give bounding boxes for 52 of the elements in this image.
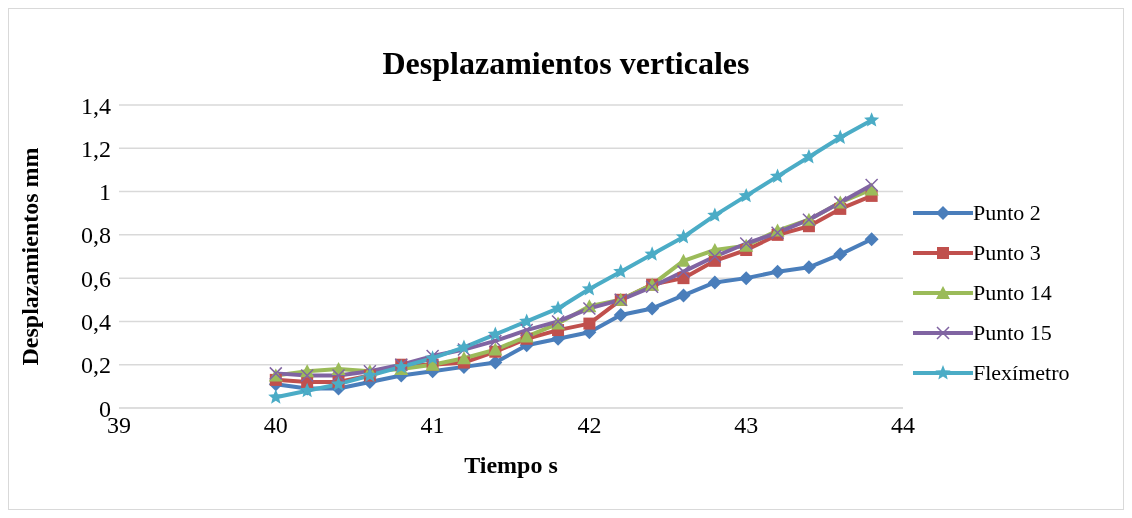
point [675, 229, 692, 244]
point [707, 207, 723, 222]
x-tick-label: 41 [420, 412, 445, 439]
point [738, 187, 754, 203]
point [487, 326, 503, 341]
x-axis-title: Tiempo s [464, 452, 558, 478]
x-tick-label: 43 [734, 412, 759, 439]
point [645, 301, 660, 316]
point [769, 168, 786, 183]
point [613, 263, 629, 279]
point [864, 178, 879, 192]
point [739, 271, 754, 286]
point [801, 260, 816, 275]
legend-label: Punto 2 [973, 200, 1041, 226]
point [864, 232, 879, 247]
y-tick-label: 0,8 [81, 222, 111, 249]
x-tick-label: 42 [577, 412, 602, 439]
point [832, 129, 848, 144]
y-tick-label: 0,4 [81, 308, 111, 335]
point [676, 264, 691, 279]
point [331, 368, 346, 383]
y-tick-label: 1,2 [81, 135, 111, 162]
point [707, 275, 722, 290]
legend-label: Punto 15 [973, 320, 1052, 346]
point [770, 264, 785, 279]
point [676, 253, 691, 267]
y-tick-label: 1 [99, 179, 111, 206]
point [550, 300, 566, 315]
chart-title: Desplazamientos verticales [381, 45, 751, 83]
y-tick-label: 0,6 [81, 265, 111, 292]
point [833, 247, 848, 262]
point [644, 246, 660, 261]
legend-label: Punto 3 [973, 240, 1041, 266]
x-tick-label: 40 [263, 412, 288, 439]
legend-label: Punto 14 [973, 280, 1052, 306]
y-axis-title: Desplazamientos mm [16, 147, 43, 366]
y-tick-label: 0,2 [81, 352, 111, 379]
point [300, 368, 314, 383]
point [581, 280, 598, 296]
point [519, 323, 534, 337]
point [708, 249, 722, 264]
point [488, 334, 503, 348]
legend-label: Flexímetro [973, 360, 1070, 386]
point [488, 355, 503, 370]
point [613, 307, 628, 322]
point [801, 148, 817, 164]
point [583, 317, 596, 330]
y-tick-label: 1,4 [81, 92, 111, 119]
point [676, 288, 691, 303]
point [864, 112, 880, 127]
x-tick-label: 44 [891, 412, 915, 439]
point [456, 351, 471, 365]
